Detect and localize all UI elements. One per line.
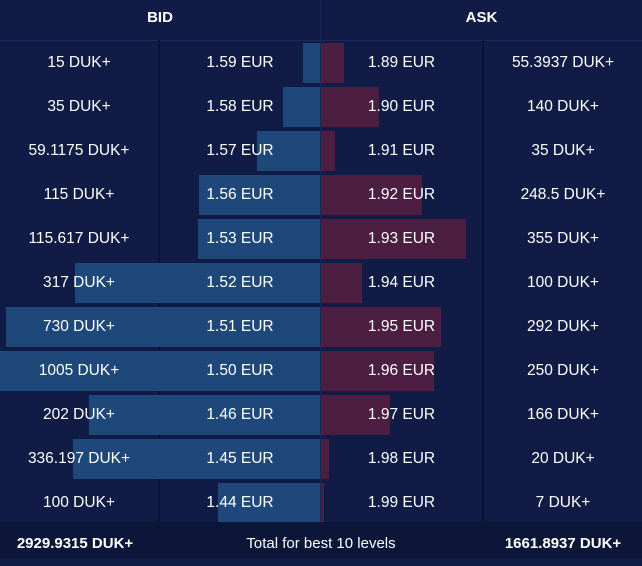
bid-quantity: 317 DUK+ xyxy=(43,274,115,291)
bid-quantity: 115.617 DUK+ xyxy=(28,230,130,247)
bid-price: 1.44 EUR xyxy=(206,494,274,511)
bid-quantity: 336.197 DUK+ xyxy=(27,450,131,467)
ask-price: 1.92 EUR xyxy=(367,186,436,203)
ask-price: 1.90 EUR xyxy=(367,98,436,115)
bid-price: 1.50 EUR xyxy=(206,362,274,379)
bid-depth-bar xyxy=(75,263,320,303)
bid-quantity: 15 DUK+ xyxy=(47,54,111,71)
ask-price: 1.97 EUR xyxy=(367,406,436,423)
order-book-row[interactable]: 115.617 DUK+ 1.53 EUR 1.93 EUR 355 DUK+ xyxy=(0,217,642,261)
bid-depth-bar xyxy=(257,131,320,171)
bid-price: 1.46 EUR xyxy=(206,406,274,423)
order-book-row[interactable]: 35 DUK+ 1.58 EUR 1.90 EUR 140 DUK+ xyxy=(0,85,642,129)
bid-price: 1.52 EUR xyxy=(206,274,274,291)
ask-depth-bar xyxy=(321,87,379,127)
ask-price: 1.93 EUR xyxy=(367,230,436,247)
bid-depth-bar xyxy=(303,43,320,83)
order-book-row[interactable]: 202 DUK+ 1.46 EUR 1.97 EUR 166 DUK+ xyxy=(0,393,642,437)
ask-depth-bar xyxy=(321,131,335,171)
bid-depth-bar xyxy=(0,351,320,391)
ask-depth-bar xyxy=(321,219,466,259)
bid-price: 1.59 EUR xyxy=(206,54,274,71)
order-book-row[interactable]: 336.197 DUK+ 1.45 EUR 1.98 EUR 20 DUK+ xyxy=(0,437,642,481)
bid-price: 1.53 EUR xyxy=(206,230,274,247)
ask-price: 1.89 EUR xyxy=(367,54,436,71)
ask-depth-bar xyxy=(321,263,362,303)
order-book-row[interactable]: 317 DUK+ 1.52 EUR 1.94 EUR 100 DUK+ xyxy=(0,261,642,305)
bid-depth-bar xyxy=(199,175,320,215)
order-book-header: BID ASK xyxy=(0,0,642,41)
ask-depth-bar xyxy=(321,439,329,479)
ask-depth-bar xyxy=(321,483,324,523)
bid-depth-bar xyxy=(6,307,320,347)
bid-quantity: 1005 DUK+ xyxy=(38,362,120,379)
center-divider xyxy=(320,0,321,522)
ask-depth-bar xyxy=(321,395,390,435)
bid-quantity: 59.1175 DUK+ xyxy=(28,142,130,159)
bid-quantity: 35 DUK+ xyxy=(47,98,111,115)
bid-total: 2929.9315 DUK+ xyxy=(16,535,134,552)
bid-quantity: 202 DUK+ xyxy=(43,406,115,423)
ask-column-header: ASK xyxy=(465,9,498,26)
order-book-row[interactable]: 730 DUK+ 1.51 EUR 1.95 EUR 292 DUK+ xyxy=(0,305,642,349)
ask-price: 1.95 EUR xyxy=(367,318,436,335)
ask-depth-bar xyxy=(321,175,422,215)
order-book-row[interactable]: 100 DUK+ 1.44 EUR 1.99 EUR 7 DUK+ xyxy=(0,481,642,525)
bid-price: 1.51 EUR xyxy=(206,318,274,335)
bid-price: 1.45 EUR xyxy=(206,450,274,467)
bid-quantity: 100 DUK+ xyxy=(43,494,115,511)
ask-quantity: 7 DUK+ xyxy=(535,494,591,511)
order-book-rows: 15 DUK+ 1.59 EUR 1.89 EUR 55.3937 DUK+ 35 DU… xyxy=(0,41,642,525)
bid-depth-bar xyxy=(89,395,320,435)
ask-depth-bar xyxy=(321,43,344,83)
bid-price: 1.56 EUR xyxy=(206,186,274,203)
bid-depth-bar xyxy=(73,439,320,479)
bid-quantity: 115 DUK+ xyxy=(43,186,115,203)
ask-quantity: 55.3937 DUK+ xyxy=(511,54,615,71)
ask-price: 1.91 EUR xyxy=(367,142,436,159)
ask-price: 1.94 EUR xyxy=(367,274,436,291)
ask-quantity: 35 DUK+ xyxy=(531,142,595,159)
order-book-row[interactable]: 15 DUK+ 1.59 EUR 1.89 EUR 55.3937 DUK+ xyxy=(0,41,642,85)
bid-price: 1.57 EUR xyxy=(206,142,274,159)
ask-quantity: 248.5 DUK+ xyxy=(520,186,606,203)
bid-price: 1.58 EUR xyxy=(206,98,274,115)
bid-depth-bar xyxy=(283,87,320,127)
ask-total: 1661.8937 DUK+ xyxy=(504,535,622,552)
order-book-row[interactable]: 59.1175 DUK+ 1.57 EUR 1.91 EUR 35 DUK+ xyxy=(0,129,642,173)
totals-footer: 2929.9315 DUK+ Total for best 10 levels … xyxy=(0,522,642,558)
order-book-row[interactable]: 115 DUK+ 1.56 EUR 1.92 EUR 248.5 DUK+ xyxy=(0,173,642,217)
ask-price: 1.99 EUR xyxy=(367,494,436,511)
ask-quantity: 355 DUK+ xyxy=(527,230,599,247)
bid-depth-bar xyxy=(198,219,320,259)
ask-quantity: 166 DUK+ xyxy=(527,406,599,423)
totals-label: Total for best 10 levels xyxy=(246,535,396,552)
ask-quantity: 100 DUK+ xyxy=(527,274,599,291)
ask-price: 1.98 EUR xyxy=(367,450,436,467)
bid-column-header: BID xyxy=(147,9,173,26)
order-book-row[interactable]: 1005 DUK+ 1.50 EUR 1.96 EUR 250 DUK+ xyxy=(0,349,642,393)
bid-quantity: 730 DUK+ xyxy=(43,318,115,335)
ask-quantity: 292 DUK+ xyxy=(527,318,599,335)
ask-depth-bar xyxy=(321,351,434,391)
ask-quantity: 20 DUK+ xyxy=(531,450,595,467)
ask-depth-bar xyxy=(321,307,441,347)
ask-quantity: 140 DUK+ xyxy=(527,98,599,115)
ask-price: 1.96 EUR xyxy=(367,362,436,379)
ask-quantity: 250 DUK+ xyxy=(527,362,599,379)
bid-depth-bar xyxy=(218,483,320,523)
ask-column-divider xyxy=(482,40,484,522)
